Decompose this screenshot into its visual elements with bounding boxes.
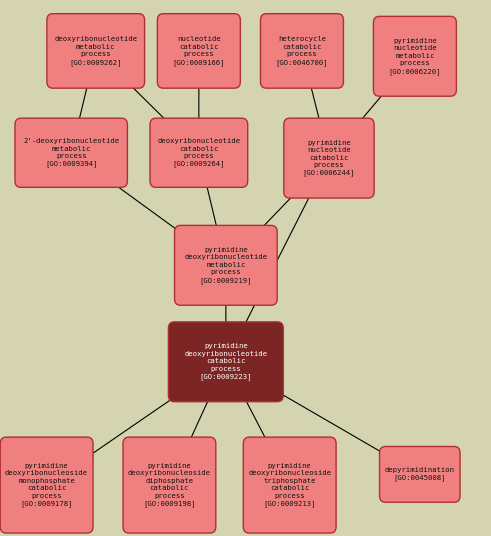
FancyBboxPatch shape [168, 322, 283, 402]
Text: pyrimidine
nucleotide
catabolic
process
[GO:0006244]: pyrimidine nucleotide catabolic process … [303, 140, 355, 176]
FancyBboxPatch shape [157, 14, 240, 88]
Text: depyrimidination
[GO:0045008]: depyrimidination [GO:0045008] [385, 467, 455, 481]
Text: deoxyribonucleotide
catabolic
process
[GO:0009264]: deoxyribonucleotide catabolic process [G… [157, 138, 241, 167]
Text: pyrimidine
deoxyribonucleotide
metabolic
process
[GO:0009219]: pyrimidine deoxyribonucleotide metabolic… [184, 247, 268, 284]
FancyBboxPatch shape [0, 437, 93, 533]
Text: 2'-deoxyribonucleotide
metabolic
process
[GO:0009394]: 2'-deoxyribonucleotide metabolic process… [23, 138, 119, 167]
FancyBboxPatch shape [380, 446, 460, 502]
Text: pyrimidine
nucleotide
metabolic
process
[GO:0006220]: pyrimidine nucleotide metabolic process … [389, 38, 441, 75]
Text: pyrimidine
deoxyribonucleotide
catabolic
process
[GO:0009223]: pyrimidine deoxyribonucleotide catabolic… [184, 344, 268, 380]
FancyBboxPatch shape [175, 225, 277, 306]
Text: heterocycle
catabolic
process
[GO:0046700]: heterocycle catabolic process [GO:004670… [276, 36, 328, 65]
FancyBboxPatch shape [260, 14, 343, 88]
FancyBboxPatch shape [123, 437, 216, 533]
Text: pyrimidine
deoxyribonucleoside
diphosphate
catabolic
process
[GO:0009198]: pyrimidine deoxyribonucleoside diphospha… [128, 463, 211, 507]
FancyBboxPatch shape [47, 14, 144, 88]
FancyBboxPatch shape [243, 437, 336, 533]
Text: pyrimidine
deoxyribonucleoside
triphosphate
catabolic
process
[GO:0009213]: pyrimidine deoxyribonucleoside triphosph… [248, 463, 331, 507]
FancyBboxPatch shape [373, 16, 456, 96]
FancyBboxPatch shape [284, 118, 374, 198]
FancyBboxPatch shape [150, 118, 247, 188]
Text: nucleotide
catabolic
process
[GO:0009166]: nucleotide catabolic process [GO:0009166… [173, 36, 225, 65]
FancyBboxPatch shape [15, 118, 127, 188]
Text: deoxyribonucleotide
metabolic
process
[GO:0009262]: deoxyribonucleotide metabolic process [G… [54, 36, 137, 65]
Text: pyrimidine
deoxyribonucleoside
monophosphate
catabolic
process
[GO:0009178]: pyrimidine deoxyribonucleoside monophosp… [5, 463, 88, 507]
